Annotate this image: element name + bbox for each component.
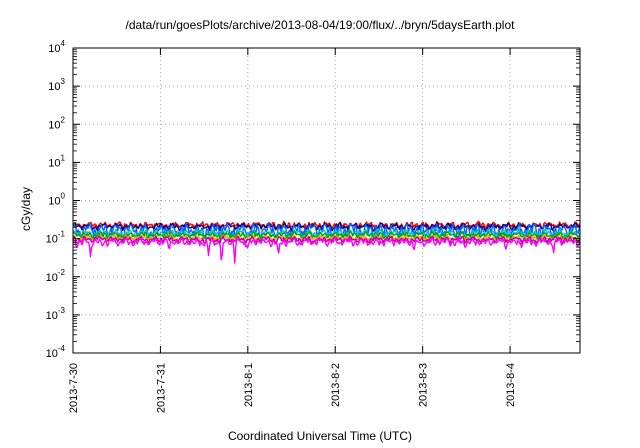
chart-title: /data/run/goesPlots/archive/2013-08-04/1… bbox=[125, 18, 515, 32]
x-axis-label: Coordinated Universal Time (UTC) bbox=[227, 429, 413, 443]
y-tick-label: 102 bbox=[48, 115, 65, 131]
y-tick-label: 10-4 bbox=[46, 344, 66, 360]
series-line bbox=[72, 230, 581, 241]
x-tick-labels: 2013-7-30 2013-7-31 2013-8-1 2013-8-2 2013-8… bbox=[68, 363, 517, 413]
series-line bbox=[72, 237, 581, 264]
x-tick-label: 2013-7-30 bbox=[68, 363, 80, 413]
x-tick-label: 2013-8-2 bbox=[330, 363, 342, 407]
y-tick-labels: 10-4 10-3 10-2 10-1 100 101 102 103 104 bbox=[46, 39, 66, 360]
axis-ticks bbox=[72, 47, 580, 354]
x-tick-label: 2013-8-1 bbox=[243, 363, 255, 407]
series-line bbox=[72, 221, 581, 232]
y-tick-label: 10-3 bbox=[46, 306, 66, 322]
y-tick-label: 103 bbox=[48, 77, 65, 93]
y-tick-label: 10-2 bbox=[46, 268, 66, 284]
y-tick-label: 104 bbox=[48, 39, 65, 55]
series-lines bbox=[72, 220, 581, 264]
y-tick-label: 10-1 bbox=[46, 230, 66, 246]
x-tick-label: 2013-8-4 bbox=[505, 363, 517, 407]
x-tick-label: 2013-8-3 bbox=[418, 363, 430, 407]
x-tick-label: 2013-7-31 bbox=[155, 363, 167, 413]
y-tick-label: 101 bbox=[48, 153, 65, 169]
y-axis-label: cGy/day bbox=[19, 187, 33, 232]
grid-lines bbox=[73, 48, 580, 353]
y-tick-label: 100 bbox=[48, 192, 65, 208]
